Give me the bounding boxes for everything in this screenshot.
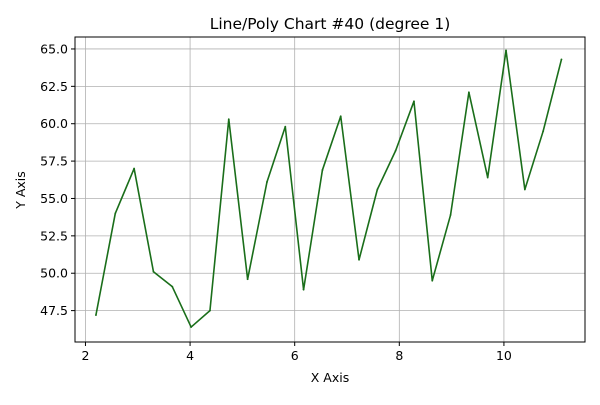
data-point-0-12 [321, 169, 324, 171]
data-point-0-23 [523, 188, 526, 191]
data-point-0-25 [560, 58, 563, 61]
data-point-0-3 [152, 270, 155, 273]
grid-layer [75, 37, 585, 342]
data-point-0-9 [266, 181, 268, 183]
data-point-0-6 [209, 309, 211, 312]
data-point-0-0 [95, 314, 97, 316]
data-point-0-4 [171, 285, 174, 288]
data-point-0-24 [542, 130, 545, 133]
data-point-0-17 [413, 100, 415, 103]
y-tick-label-2: 52.5 [40, 228, 68, 243]
x-axis-label: X Axis [311, 370, 349, 385]
chart-title: Line/Poly Chart #40 (degree 1) [210, 15, 451, 33]
y-tick-label-3: 55.0 [40, 191, 68, 206]
data-point-0-21 [486, 176, 489, 179]
x-tick-label-4: 10 [496, 348, 512, 363]
data-point-0-2 [133, 167, 136, 170]
data-point-0-16 [394, 149, 397, 152]
y-tick-label-0: 47.5 [40, 303, 68, 318]
x-tick-label-1: 4 [186, 348, 194, 363]
y-tick-label-5: 60.0 [40, 116, 68, 131]
data-point-0-18 [431, 279, 434, 282]
data-point-0-1 [114, 212, 117, 215]
x-tick-label-2: 6 [291, 348, 299, 363]
plot-area-frame [74, 36, 586, 343]
data-point-0-7 [227, 118, 230, 121]
x-tick-label-0: 2 [81, 348, 89, 363]
data-point-0-15 [376, 188, 379, 191]
data-point-0-11 [302, 288, 305, 291]
y-tick-label-4: 57.5 [40, 154, 68, 169]
data-point-0-13 [339, 115, 342, 118]
series-layer [95, 49, 563, 328]
series-line-0 [95, 49, 563, 328]
data-point-0-20 [467, 91, 470, 94]
y-tick-label-1: 50.0 [40, 266, 68, 281]
data-point-0-8 [246, 278, 249, 281]
x-tick-label-3: 8 [395, 348, 403, 363]
data-point-0-10 [284, 125, 287, 128]
data-point-0-22 [505, 49, 507, 52]
y-axis-label: Y Axis [13, 171, 28, 210]
ticks-layer: 2 4 6 8 10 47.5 50.0 52.5 55.0 57.5 60.0 62.5 65.0 [40, 41, 512, 363]
data-point-0-19 [449, 214, 452, 216]
y-tick-label-7: 65.0 [40, 41, 68, 56]
data-point-0-14 [358, 258, 360, 261]
data-point-0-5 [190, 326, 193, 328]
y-tick-label-6: 62.5 [40, 79, 68, 94]
